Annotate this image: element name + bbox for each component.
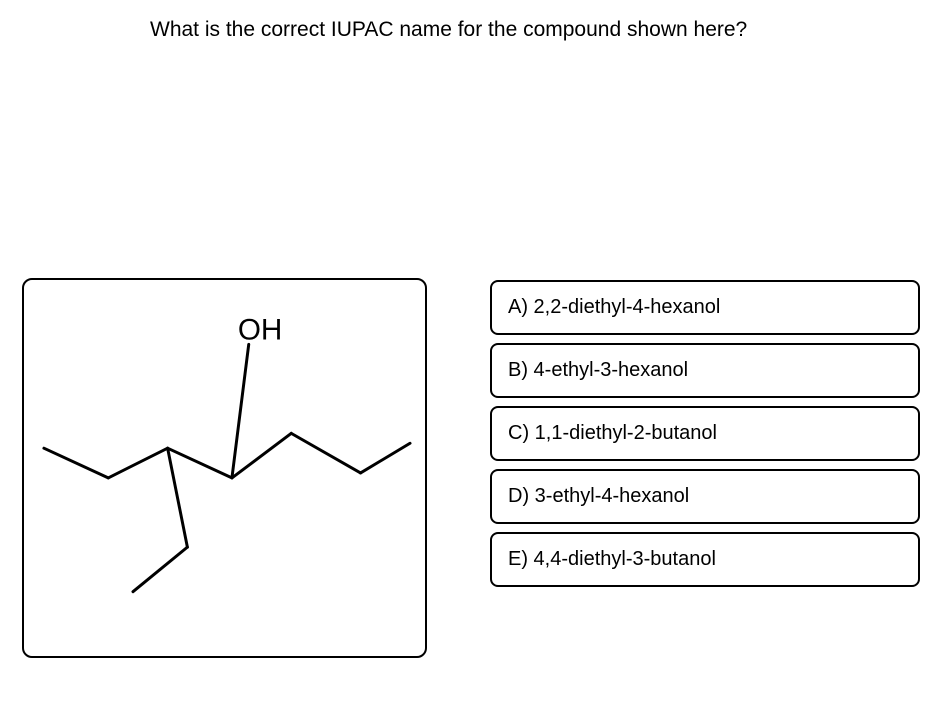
option-e[interactable]: E) 4,4-diethyl-3-butanol — [490, 532, 920, 587]
molecule-svg: OH — [24, 280, 425, 656]
option-a[interactable]: A) 2,2-diethyl-4-hexanol — [490, 280, 920, 335]
structure-box: OH — [22, 278, 427, 658]
molecule-lines — [44, 344, 410, 591]
option-b[interactable]: B) 4-ethyl-3-hexanol — [490, 343, 920, 398]
oh-label: OH — [238, 313, 283, 346]
question-text: What is the correct IUPAC name for the c… — [150, 18, 747, 42]
options-container: A) 2,2-diethyl-4-hexanol B) 4-ethyl-3-he… — [490, 280, 920, 587]
option-d[interactable]: D) 3-ethyl-4-hexanol — [490, 469, 920, 524]
option-c[interactable]: C) 1,1-diethyl-2-butanol — [490, 406, 920, 461]
